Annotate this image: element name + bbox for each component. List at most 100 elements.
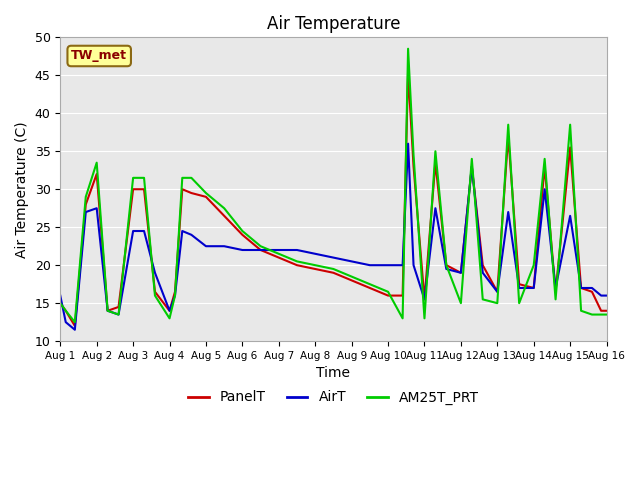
PanelT — [82, 202, 90, 207]
AM25T_PRT — [93, 160, 100, 166]
AirT — [220, 243, 228, 249]
PanelT — [468, 164, 476, 169]
AirT — [493, 289, 501, 295]
AirT — [151, 270, 159, 276]
AM25T_PRT — [129, 175, 137, 181]
X-axis label: Time: Time — [316, 366, 351, 381]
AirT — [202, 243, 210, 249]
AirT — [62, 319, 70, 325]
AirT — [577, 285, 585, 291]
AM25T_PRT — [257, 243, 264, 249]
AirT — [541, 186, 548, 192]
AM25T_PRT — [239, 228, 246, 234]
AM25T_PRT — [275, 251, 283, 257]
AM25T_PRT — [530, 262, 538, 268]
Line: PanelT: PanelT — [60, 72, 607, 326]
AM25T_PRT — [293, 259, 301, 264]
PanelT — [115, 304, 122, 310]
AirT — [457, 270, 465, 276]
AirT — [330, 255, 337, 261]
PanelT — [530, 285, 538, 291]
PanelT — [330, 270, 337, 276]
AM25T_PRT — [104, 308, 111, 313]
AirT — [366, 262, 374, 268]
AirT — [566, 213, 574, 219]
AirT — [442, 266, 450, 272]
AM25T_PRT — [442, 262, 450, 268]
AirT — [93, 205, 100, 211]
Line: AM25T_PRT: AM25T_PRT — [60, 49, 607, 322]
AM25T_PRT — [366, 281, 374, 287]
AirT — [257, 247, 264, 253]
PanelT — [442, 262, 450, 268]
AirT — [384, 262, 392, 268]
PanelT — [93, 171, 100, 177]
PanelT — [62, 308, 70, 313]
AM25T_PRT — [420, 315, 428, 321]
AM25T_PRT — [597, 312, 605, 317]
PanelT — [504, 133, 512, 139]
AirT — [348, 259, 355, 264]
Title: Air Temperature: Air Temperature — [267, 15, 400, 33]
AirT — [71, 327, 79, 333]
Line: AirT: AirT — [60, 144, 607, 330]
PanelT — [239, 232, 246, 238]
Text: TW_met: TW_met — [71, 49, 127, 62]
AM25T_PRT — [457, 300, 465, 306]
AirT — [603, 293, 611, 299]
AirT — [420, 297, 428, 302]
PanelT — [588, 289, 596, 295]
AM25T_PRT — [588, 312, 596, 317]
AirT — [468, 164, 476, 169]
AM25T_PRT — [171, 293, 179, 299]
PanelT — [104, 308, 111, 313]
PanelT — [179, 186, 186, 192]
AM25T_PRT — [493, 300, 501, 306]
AM25T_PRT — [404, 46, 412, 52]
AirT — [171, 293, 179, 299]
AM25T_PRT — [577, 308, 585, 313]
AirT — [179, 228, 186, 234]
PanelT — [188, 190, 195, 196]
PanelT — [577, 285, 585, 291]
AirT — [515, 285, 523, 291]
AirT — [597, 293, 605, 299]
PanelT — [566, 144, 574, 150]
AirT — [82, 209, 90, 215]
PanelT — [202, 194, 210, 200]
AirT — [588, 285, 596, 291]
AM25T_PRT — [410, 152, 417, 158]
PanelT — [404, 69, 412, 74]
AirT — [312, 251, 319, 257]
PanelT — [410, 164, 417, 169]
AM25T_PRT — [479, 297, 486, 302]
AirT — [410, 262, 417, 268]
PanelT — [129, 186, 137, 192]
AM25T_PRT — [188, 175, 195, 181]
AM25T_PRT — [140, 175, 148, 181]
PanelT — [312, 266, 319, 272]
AirT — [530, 285, 538, 291]
PanelT — [552, 289, 559, 295]
AM25T_PRT — [71, 319, 79, 325]
AM25T_PRT — [552, 297, 559, 302]
PanelT — [431, 160, 439, 166]
AM25T_PRT — [541, 156, 548, 162]
Legend: PanelT, AirT, AM25T_PRT: PanelT, AirT, AM25T_PRT — [182, 385, 484, 410]
PanelT — [171, 289, 179, 295]
AirT — [188, 232, 195, 238]
AM25T_PRT — [515, 300, 523, 306]
PanelT — [348, 277, 355, 283]
PanelT — [275, 255, 283, 261]
AirT — [431, 205, 439, 211]
Y-axis label: Air Temperature (C): Air Temperature (C) — [15, 121, 29, 258]
AM25T_PRT — [384, 289, 392, 295]
PanelT — [366, 285, 374, 291]
PanelT — [166, 308, 173, 313]
AirT — [399, 262, 406, 268]
PanelT — [56, 300, 64, 306]
AM25T_PRT — [115, 312, 122, 317]
AirT — [239, 247, 246, 253]
AirT — [129, 228, 137, 234]
PanelT — [541, 164, 548, 169]
